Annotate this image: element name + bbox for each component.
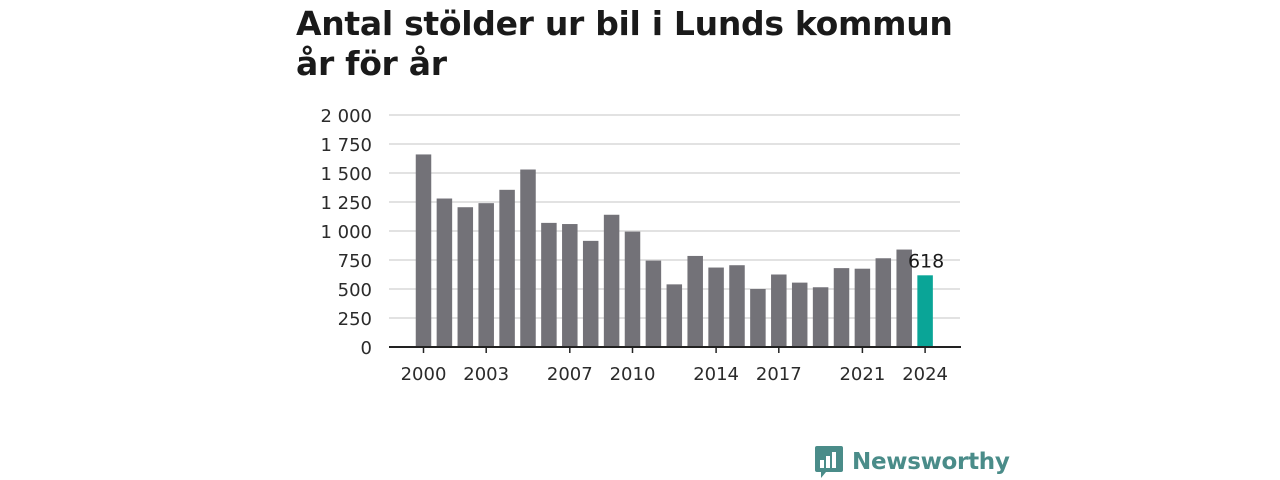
x-tick-label: 2014 [693,364,739,385]
y-tick-label: 750 [338,251,372,272]
bar [499,189,515,347]
x-tick-label: 2000 [401,364,447,385]
x-axis [389,346,961,353]
y-tick-label: 1 750 [320,135,372,156]
bar [645,260,662,347]
bar [750,289,766,347]
bar [729,265,745,347]
bar [603,214,620,347]
y-tick-label: 1 250 [320,193,372,214]
bar [708,267,724,347]
bar [833,268,850,347]
bar [541,222,557,347]
bar [791,282,808,347]
x-tick-label: 2021 [839,364,885,385]
chart-title: Antal stölder ur bil i Lunds kommun år f… [296,4,953,83]
highlight-value-label: 618 [908,250,944,272]
bar [875,258,892,347]
y-tick-label: 1 000 [320,222,372,243]
bar [687,255,703,347]
bar [624,231,641,347]
brand-name: Newsworthy [852,449,1010,475]
x-tick-label: 2003 [463,364,509,385]
bar [812,287,829,347]
bar [771,274,787,347]
bar [436,198,453,347]
y-tick-label: 2 000 [320,106,372,127]
bar [582,240,599,347]
bar [478,203,494,347]
y-tick-label: 0 [361,338,372,359]
x-tick-label: 2010 [610,364,656,385]
brand-logo: Newsworthy [814,444,1010,480]
bar [562,224,578,347]
x-tick-label: 2024 [902,364,948,385]
y-tick-label: 1 500 [320,164,372,185]
gridlines [389,114,960,319]
newsworthy-logo-icon [815,446,843,478]
bar [666,284,683,347]
y-tick-label: 250 [338,309,372,330]
x-tick-label: 2017 [756,364,802,385]
y-tick-label: 500 [338,280,372,301]
bar [520,169,536,347]
bar [896,249,912,347]
labels: 0 250 500 750 1 000 1 250 1 500 1 750 2 000 618 20… [320,106,948,385]
x-tick-label: 2007 [547,364,593,385]
bar [457,207,474,347]
bar [415,154,432,347]
bar-highlight [917,275,933,347]
bars [415,154,933,347]
bar [854,268,871,347]
